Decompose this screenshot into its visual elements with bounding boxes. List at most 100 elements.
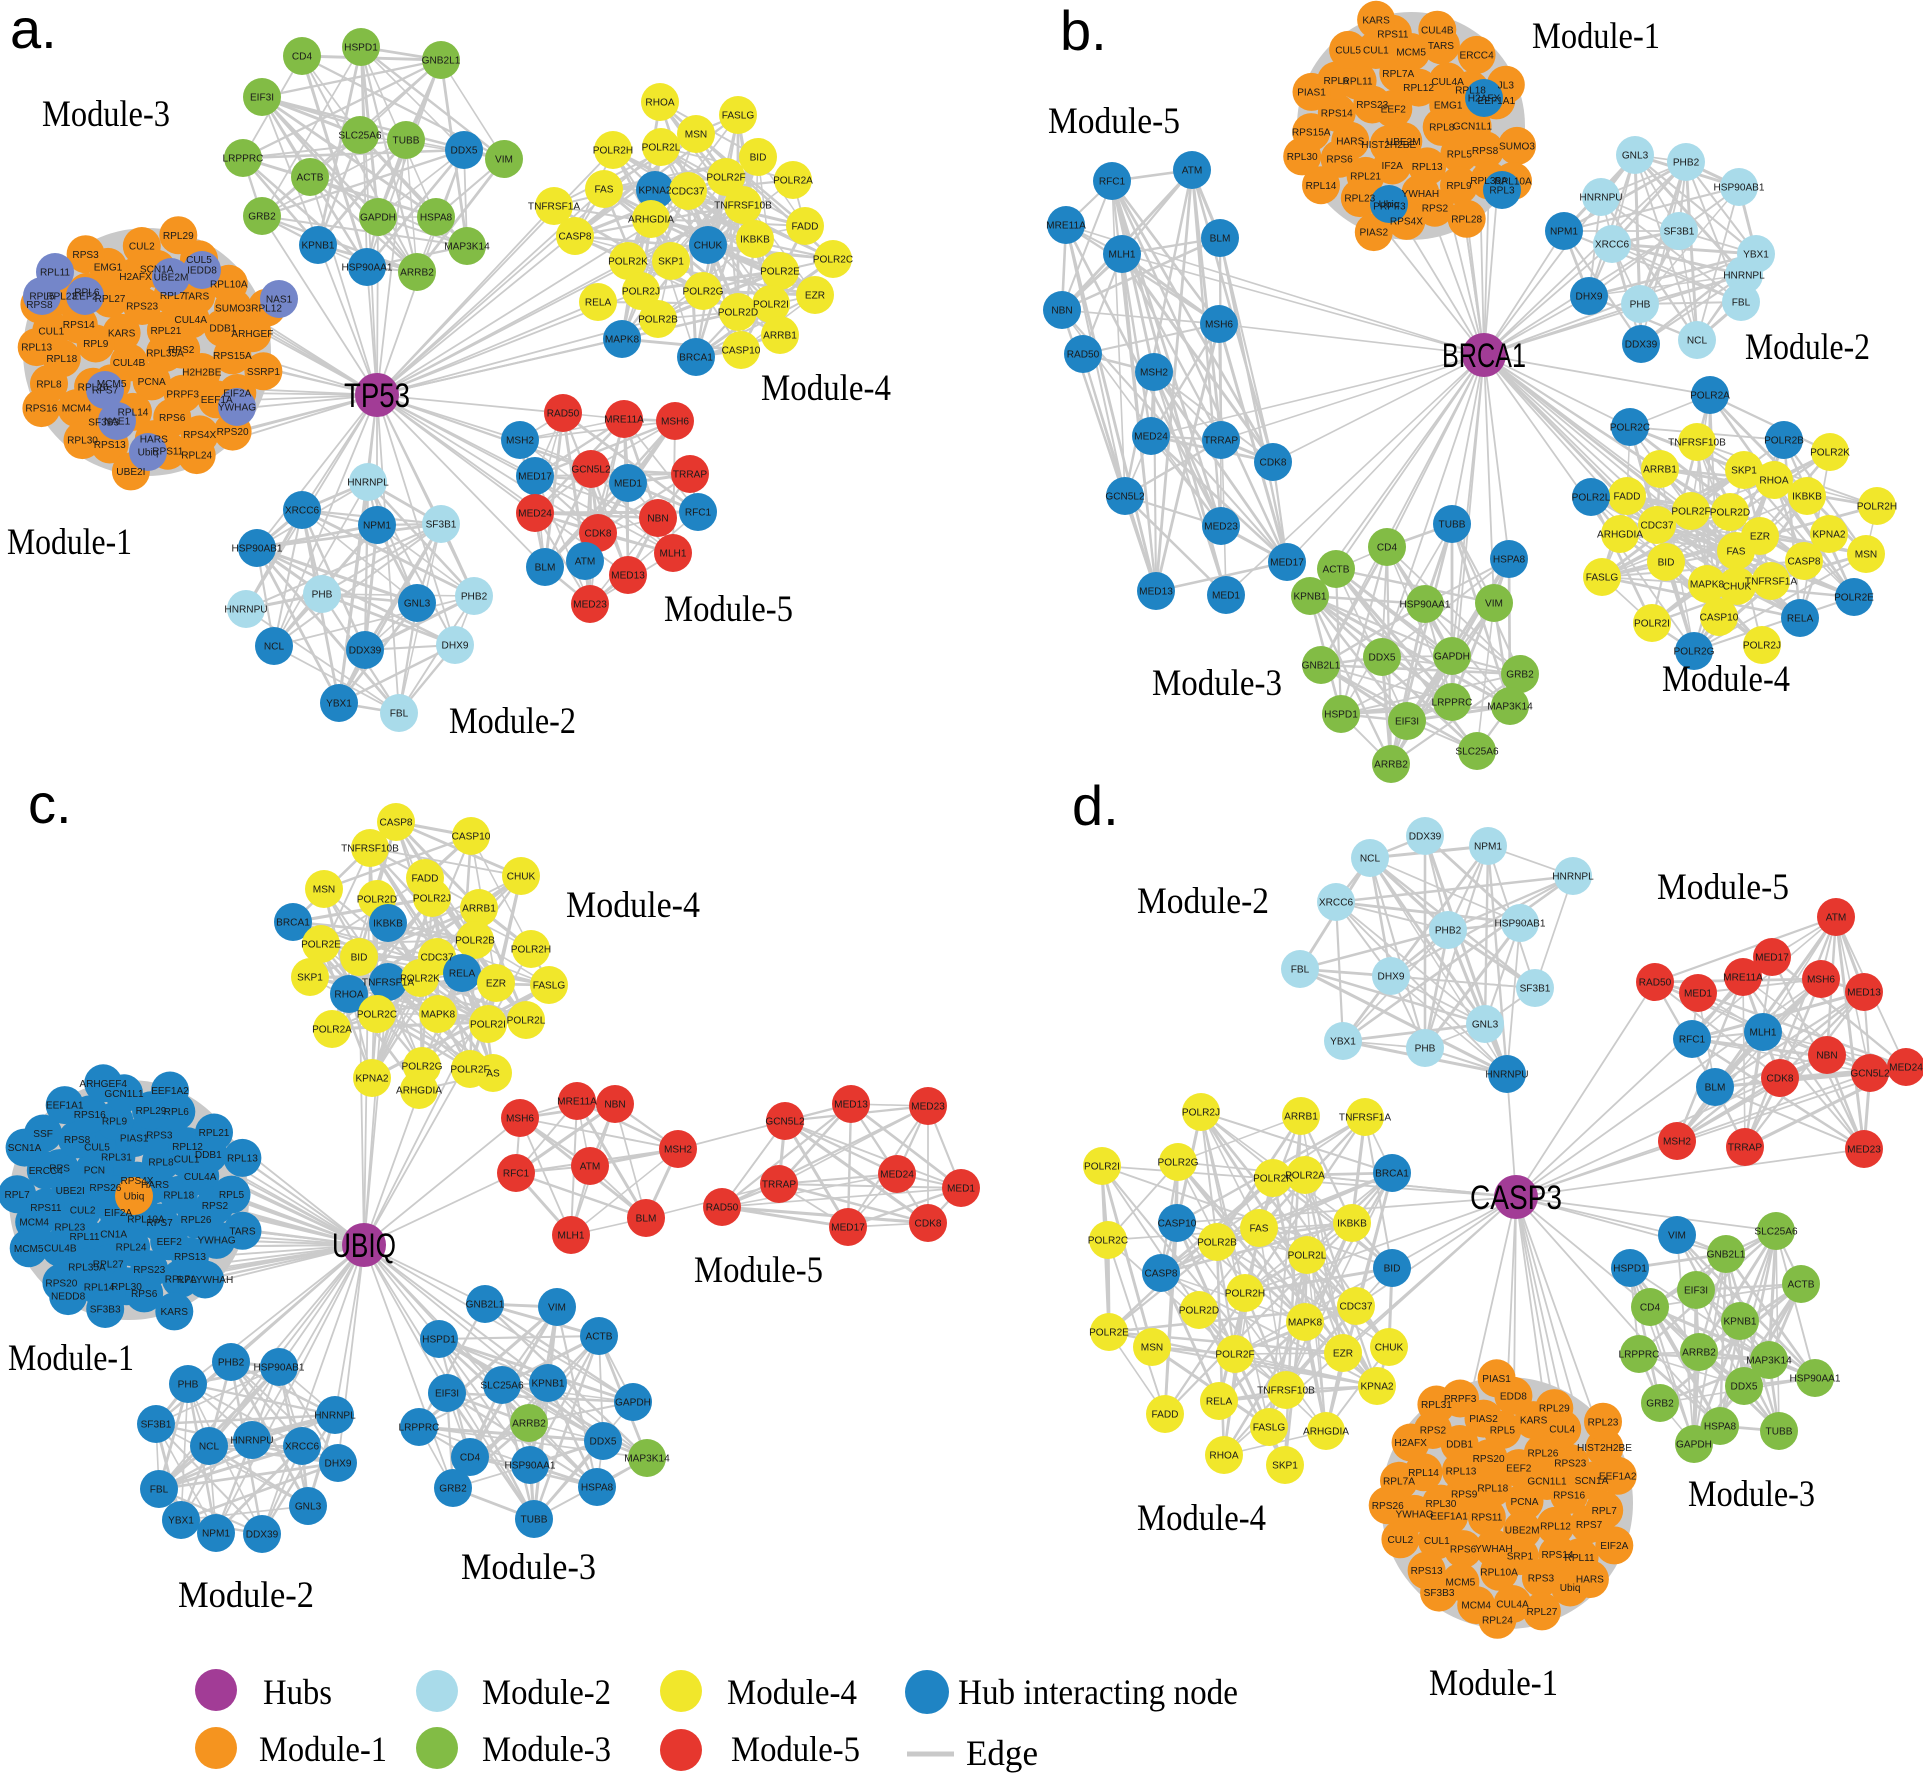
svg-text:Module-2: Module-2 xyxy=(178,1575,314,1616)
svg-text:CUL4: CUL4 xyxy=(1549,1425,1575,1436)
svg-text:EZR: EZR xyxy=(1333,1349,1353,1360)
svg-text:RPS11: RPS11 xyxy=(30,1203,62,1214)
svg-text:EEF2: EEF2 xyxy=(157,1237,183,1248)
svg-text:RPL5: RPL5 xyxy=(1490,1426,1516,1437)
svg-text:RPL23: RPL23 xyxy=(1588,1417,1619,1428)
svg-text:CASP8: CASP8 xyxy=(558,232,591,243)
svg-text:RPS23: RPS23 xyxy=(1554,1459,1586,1470)
svg-text:PCN: PCN xyxy=(84,1166,105,1177)
svg-text:EZR: EZR xyxy=(486,979,506,990)
svg-text:NBN: NBN xyxy=(647,514,668,525)
svg-text:CASP8: CASP8 xyxy=(1787,557,1820,568)
svg-text:TNFRSF10B: TNFRSF10B xyxy=(714,201,772,212)
svg-text:HNRNPL: HNRNPL xyxy=(347,478,389,489)
svg-text:GNB2L1: GNB2L1 xyxy=(1302,661,1341,672)
svg-text:POLR2A: POLR2A xyxy=(1690,391,1730,402)
svg-text:TNFRSF10B: TNFRSF10B xyxy=(341,844,399,855)
svg-text:Ubiq: Ubiq xyxy=(124,1192,145,1203)
svg-text:BID: BID xyxy=(1384,1264,1401,1275)
svg-text:YBX1: YBX1 xyxy=(1330,1037,1356,1048)
svg-text:POLR2E: POLR2E xyxy=(301,940,341,951)
svg-text:PIAS1: PIAS1 xyxy=(1297,88,1326,99)
svg-text:HNRNPL: HNRNPL xyxy=(314,1411,356,1422)
svg-text:PHB: PHB xyxy=(1630,300,1651,311)
svg-text:BRCA1: BRCA1 xyxy=(1442,337,1526,375)
svg-text:RPS20: RPS20 xyxy=(1473,1454,1505,1465)
svg-text:MLH1: MLH1 xyxy=(558,1231,585,1242)
svg-text:DDX5: DDX5 xyxy=(1731,1382,1758,1393)
svg-text:POLR2G: POLR2G xyxy=(1158,1158,1199,1169)
svg-text:CHUK: CHUK xyxy=(1723,582,1752,593)
svg-text:RPL26: RPL26 xyxy=(78,382,109,393)
svg-text:HSPA8: HSPA8 xyxy=(1704,1422,1737,1433)
svg-text:SCN1A: SCN1A xyxy=(8,1143,42,1154)
svg-text:MSH6: MSH6 xyxy=(1205,320,1233,331)
svg-text:HARS: HARS xyxy=(140,435,168,446)
svg-text:PIAS2: PIAS2 xyxy=(1359,228,1388,239)
svg-text:NPM1: NPM1 xyxy=(1474,842,1502,853)
svg-text:GRB2: GRB2 xyxy=(439,1484,467,1495)
svg-text:POLR2H: POLR2H xyxy=(1857,502,1897,513)
svg-text:RPS23: RPS23 xyxy=(1356,100,1388,111)
svg-text:EEF1A: EEF1A xyxy=(201,395,233,406)
svg-text:UBE2M: UBE2M xyxy=(1505,1526,1540,1537)
svg-text:HARS: HARS xyxy=(1576,1575,1604,1586)
svg-text:BRCA1: BRCA1 xyxy=(276,918,310,929)
svg-text:POLR2G: POLR2G xyxy=(402,1062,443,1073)
svg-text:RPS16: RPS16 xyxy=(74,1110,106,1121)
svg-text:RPL11: RPL11 xyxy=(1343,76,1373,87)
svg-text:H2AFX: H2AFX xyxy=(1468,94,1501,105)
svg-text:DHX9: DHX9 xyxy=(1576,292,1603,303)
svg-text:RPS26: RPS26 xyxy=(89,1183,121,1194)
svg-text:RPL7: RPL7 xyxy=(1592,1506,1618,1517)
svg-text:EEF1A2: EEF1A2 xyxy=(1599,1471,1637,1482)
svg-text:RPS6: RPS6 xyxy=(159,413,186,424)
svg-text:PRPF3: PRPF3 xyxy=(1444,1394,1477,1405)
svg-text:TUBB: TUBB xyxy=(393,136,420,147)
svg-text:MAP3K14: MAP3K14 xyxy=(624,1454,670,1465)
svg-text:RPS14: RPS14 xyxy=(1542,1550,1574,1561)
svg-text:RPL8: RPL8 xyxy=(36,379,62,390)
svg-text:KPNB1: KPNB1 xyxy=(1293,592,1326,603)
svg-text:ARRB2: ARRB2 xyxy=(1374,760,1408,771)
svg-text:MED1: MED1 xyxy=(614,479,642,490)
svg-text:RPL35A: RPL35A xyxy=(1470,176,1508,187)
svg-text:ARHGDIA: ARHGDIA xyxy=(1597,530,1643,541)
svg-text:FBL: FBL xyxy=(150,1485,169,1496)
svg-text:POLR2I: POLR2I xyxy=(1634,619,1670,630)
svg-text:RPL7: RPL7 xyxy=(160,291,186,302)
svg-text:RPL26: RPL26 xyxy=(181,1215,212,1226)
svg-text:RPL26: RPL26 xyxy=(1527,1448,1558,1459)
svg-text:POLR2L: POLR2L xyxy=(1288,1251,1327,1262)
svg-text:TUBB: TUBB xyxy=(521,1515,548,1526)
svg-text:TNFRSF10B: TNFRSF10B xyxy=(1257,1386,1315,1397)
svg-text:EZR: EZR xyxy=(805,291,825,302)
svg-text:CUL5: CUL5 xyxy=(186,255,212,266)
svg-text:FBL: FBL xyxy=(1732,298,1751,309)
svg-text:Ubiq: Ubiq xyxy=(1379,200,1400,211)
svg-text:RPS16: RPS16 xyxy=(25,404,57,415)
svg-text:RPS26: RPS26 xyxy=(1372,1501,1404,1512)
svg-text:IKBKB: IKBKB xyxy=(740,235,770,246)
svg-text:CD4: CD4 xyxy=(1640,1303,1661,1314)
svg-text:HNRNPU: HNRNPU xyxy=(224,605,267,616)
svg-text:CDK8: CDK8 xyxy=(1260,458,1287,469)
svg-text:HSP90AA1: HSP90AA1 xyxy=(341,263,392,274)
svg-text:Module-1: Module-1 xyxy=(259,1729,387,1769)
svg-text:SKP1: SKP1 xyxy=(658,257,684,268)
svg-text:EIF2A: EIF2A xyxy=(223,389,251,400)
svg-text:MCM5: MCM5 xyxy=(1396,48,1426,59)
svg-text:RPL21: RPL21 xyxy=(150,326,181,337)
svg-text:POLR2F: POLR2F xyxy=(706,173,745,184)
svg-text:RFC1: RFC1 xyxy=(1099,177,1126,188)
svg-text:ARRB1: ARRB1 xyxy=(763,331,797,342)
svg-text:PHB: PHB xyxy=(312,590,333,601)
svg-text:LRPPRC: LRPPRC xyxy=(1432,698,1473,709)
svg-text:MSH6: MSH6 xyxy=(506,1114,534,1125)
svg-text:IKBKB: IKBKB xyxy=(1792,492,1822,503)
svg-text:HARS: HARS xyxy=(1336,136,1364,147)
svg-text:RPS6: RPS6 xyxy=(1326,154,1353,165)
svg-text:EIF3I: EIF3I xyxy=(1684,1286,1708,1297)
svg-text:BID: BID xyxy=(1658,558,1675,569)
svg-text:CUL4B: CUL4B xyxy=(44,1243,77,1254)
